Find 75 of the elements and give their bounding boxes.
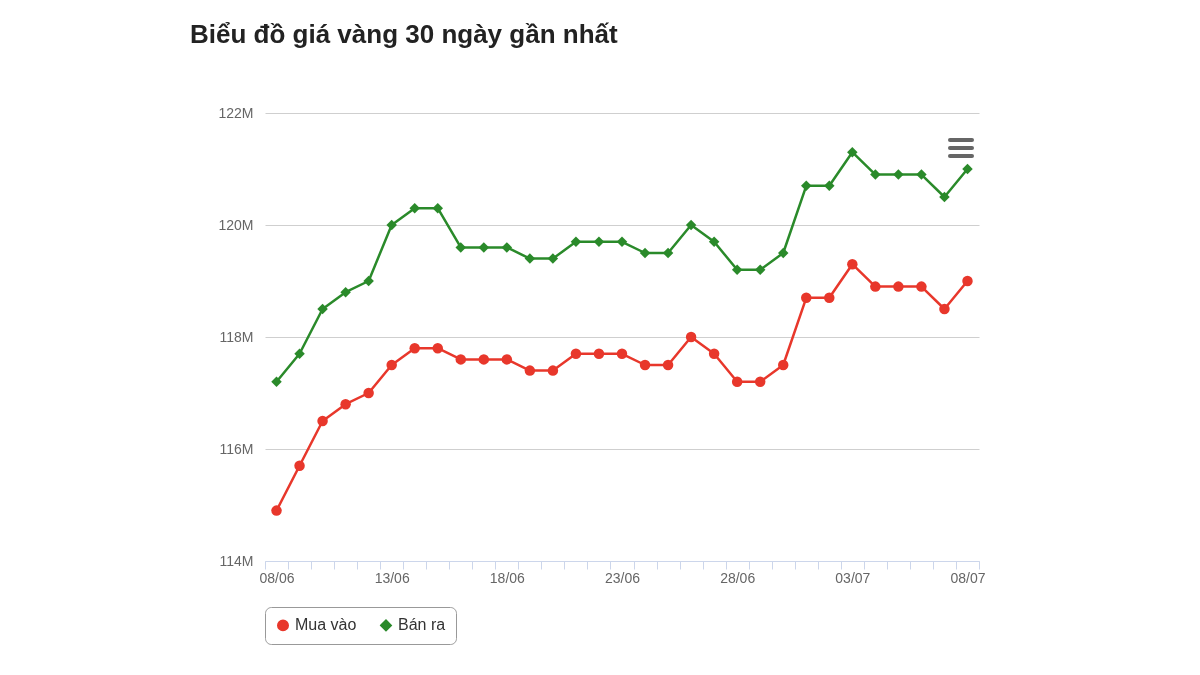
- legend-label: Bán ra: [398, 616, 446, 634]
- point: [593, 236, 605, 248]
- x-tick-label: 08/07: [950, 569, 986, 586]
- point: [824, 180, 835, 192]
- point: [731, 264, 743, 276]
- x-tick-label: 03/07: [835, 569, 871, 586]
- legend-label: Mua vào: [295, 616, 357, 634]
- point: [363, 275, 374, 287]
- point: [294, 460, 305, 472]
- point: [801, 292, 812, 304]
- y-tick-label: 122M: [218, 104, 254, 121]
- point: [893, 281, 904, 292]
- point: [847, 258, 858, 270]
- point: [409, 202, 420, 214]
- point: [916, 169, 927, 180]
- point: [731, 376, 743, 388]
- point: [317, 303, 328, 315]
- point: [524, 365, 536, 376]
- point: [616, 236, 628, 248]
- point: [271, 505, 282, 516]
- point: [893, 169, 904, 180]
- point: [409, 342, 420, 354]
- chart-title: Biểu đồ giá vàng 30 ngày gần nhất: [190, 19, 618, 49]
- point: [639, 359, 651, 371]
- point: [685, 219, 697, 231]
- y-tick-label: 116M: [219, 440, 254, 457]
- point: [432, 202, 443, 214]
- point: [340, 398, 351, 410]
- point: [847, 146, 858, 158]
- point: [870, 281, 881, 292]
- point: [916, 281, 927, 292]
- y-tick-label: 118M: [219, 328, 254, 345]
- point: [570, 236, 582, 248]
- point: [547, 253, 559, 264]
- point: [501, 242, 513, 253]
- point: [962, 275, 973, 287]
- y-tick-label: 120M: [218, 216, 254, 233]
- point: [386, 359, 397, 371]
- point: [386, 219, 397, 231]
- point: [939, 191, 950, 203]
- point: [962, 163, 973, 175]
- x-tick-label: 13/06: [374, 569, 410, 586]
- point: [363, 387, 374, 399]
- point: [501, 354, 513, 365]
- point: [294, 348, 305, 360]
- point: [685, 331, 697, 343]
- point: [432, 342, 443, 354]
- point: [524, 253, 536, 264]
- point: [455, 242, 467, 253]
- point: [317, 415, 328, 427]
- point: [616, 348, 628, 360]
- y-tick-label: 114M: [219, 552, 254, 569]
- x-tick-label: 08/06: [259, 569, 295, 586]
- point: [271, 376, 282, 388]
- x-tick-label: 23/06: [604, 569, 641, 586]
- point: [870, 169, 881, 180]
- point: [455, 354, 467, 365]
- point: [639, 247, 651, 259]
- x-tick-label: 28/06: [720, 569, 756, 586]
- point: [478, 242, 490, 253]
- point: [570, 348, 582, 360]
- point: [777, 359, 789, 371]
- point: [662, 359, 674, 371]
- x-tick-label: 18/06: [489, 569, 526, 586]
- point: [340, 286, 351, 298]
- point: [708, 236, 720, 248]
- point: [824, 292, 835, 304]
- point: [939, 303, 950, 315]
- point: [708, 348, 720, 360]
- point: [478, 354, 490, 365]
- point: [547, 365, 559, 376]
- point: [801, 180, 812, 192]
- point: [754, 376, 766, 388]
- point: [777, 247, 789, 259]
- point: [593, 348, 605, 360]
